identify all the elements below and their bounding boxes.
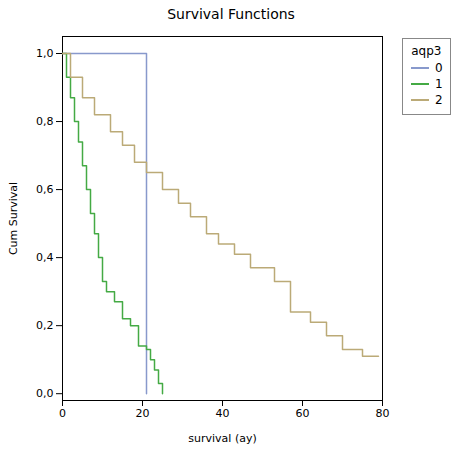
svg-text:Cum Survival: Cum Survival (7, 182, 20, 255)
svg-text:0,6: 0,6 (36, 183, 54, 196)
svg-text:1,0: 1,0 (36, 47, 54, 60)
svg-text:20: 20 (136, 407, 150, 420)
html-text:0: 0 (435, 61, 443, 75)
svg-text:0,4: 0,4 (36, 251, 54, 264)
html-text:2: 2 (435, 93, 443, 107)
html-text:1: 1 (435, 77, 443, 91)
svg-text:0,2: 0,2 (36, 319, 54, 332)
html-text:Survival Functions: Survival Functions (167, 6, 295, 22)
html-text:aqp3: aqp3 (411, 44, 442, 58)
svg-text:survival (ay): survival (ay) (188, 432, 256, 445)
svg-text:40: 40 (216, 407, 230, 420)
svg-text:60: 60 (296, 407, 310, 420)
svg-text:80: 80 (376, 407, 390, 420)
svg-text:0,8: 0,8 (36, 115, 54, 128)
svg-text:0: 0 (59, 407, 66, 420)
svg-text:0,0: 0,0 (36, 387, 54, 400)
